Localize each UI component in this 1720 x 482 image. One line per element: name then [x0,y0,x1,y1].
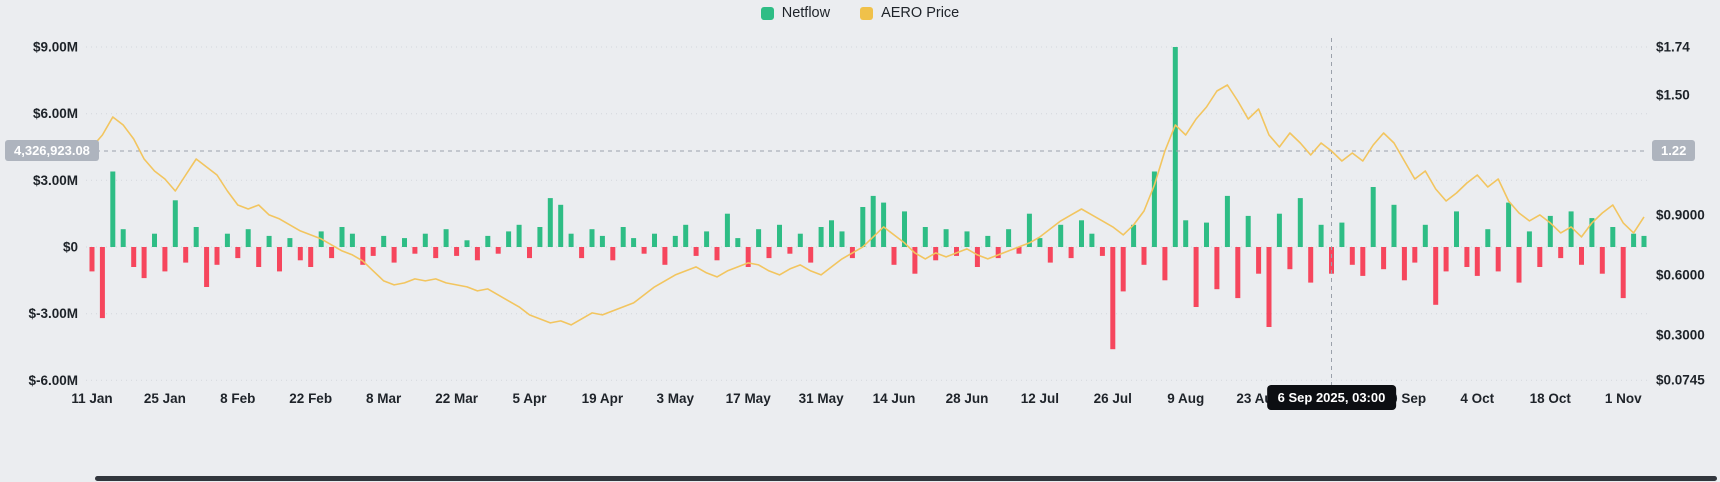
x-axis-tick: 11 Jan [71,391,112,406]
left-axis-tick: $-6.00M [28,373,78,388]
left-axis-crosshair-badge: 4,326,923.08 [5,139,99,161]
chart-legend: Netflow AERO Price [0,5,1720,21]
netflow-swatch-icon [760,6,774,20]
left-axis-tick: $9.00M [33,40,78,55]
x-axis-tick: 25 Jan [144,391,186,406]
x-axis-tick: 8 Mar [366,391,402,406]
x-axis-tick: 22 Feb [289,391,332,406]
legend-item-netflow[interactable]: Netflow [760,5,831,21]
legend-label-aero-price: AERO Price [881,5,960,21]
right-axis-tick: $0.0745 [1656,373,1705,388]
price-line [91,84,1645,326]
crosshair [88,38,1648,385]
left-axis-tick: $0 [63,240,78,255]
right-axis-tick: $1.50 [1656,88,1690,103]
x-axis-tick: 1 Nov [1605,391,1642,406]
right-axis-tick: $0.6000 [1656,267,1705,282]
legend-label-netflow: Netflow [781,5,831,21]
x-axis-tick: 9 Aug [1167,391,1204,406]
x-axis-tick: 12 Jul [1021,391,1059,406]
x-axis-tick: 18 Oct [1530,391,1572,406]
left-axis-tick: $3.00M [33,173,78,188]
crosshair-date-tooltip: 6 Sep 2025, 03:00 [1266,385,1397,410]
aero-price-swatch-icon [860,6,874,20]
x-axis-tick: 22 Mar [435,391,479,406]
x-axis-tick: 17 May [726,391,772,406]
right-axis-crosshair-badge: 1.22 [1652,139,1696,161]
right-axis-tick: $0.9000 [1656,207,1705,222]
x-axis-tick: 19 Apr [582,391,624,406]
x-axis-tick: 4 Oct [1460,391,1494,406]
left-axis-tick: $6.00M [33,106,78,121]
right-axis-tick: $1.74 [1656,40,1690,55]
x-axis-tick: 28 Jun [946,391,989,406]
x-axis-tick: 5 Apr [512,391,547,406]
left-axis-tick: $-3.00M [28,306,78,321]
chart-scrollbar[interactable] [95,476,1717,481]
x-axis-tick: 8 Feb [220,391,255,406]
right-axis-tick: $0.3000 [1656,327,1705,342]
netflow-bars[interactable] [89,47,1647,350]
legend-item-aero-price[interactable]: AERO Price [860,5,959,21]
x-axis-tick: 3 May [657,391,695,406]
x-axis-tick: 14 Jun [873,391,916,406]
x-axis-tick: 26 Jul [1094,391,1132,406]
x-axis-tick: 31 May [799,391,845,406]
